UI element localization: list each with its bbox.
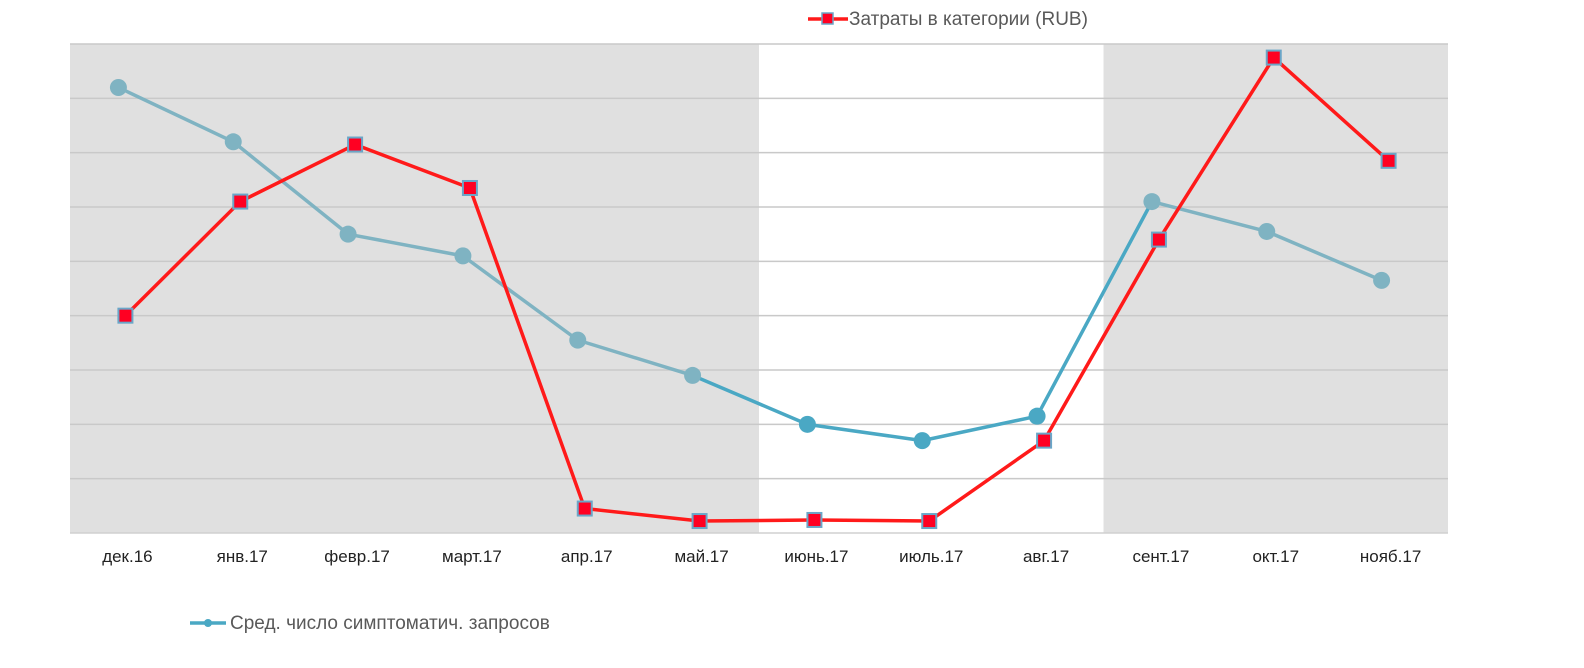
series-expenses-point[interactable] [347,136,364,153]
series-markers [109,49,1397,530]
series-queries-point[interactable] [339,225,357,243]
series-queries-segment [116,85,235,144]
series-queries-point[interactable] [569,331,587,349]
shaded-band-0 [70,44,759,533]
series-queries-segment [805,422,924,443]
series-expenses-point[interactable] [1036,432,1053,449]
x-tick-label: дек.16 [102,547,152,566]
series-queries-segment [1150,199,1269,234]
series-expenses-point[interactable] [461,179,478,196]
series-queries-point[interactable] [1143,193,1161,211]
shaded-bands [70,44,1448,533]
series-queries-point[interactable] [454,247,472,265]
series-expenses-point[interactable] [1150,231,1167,248]
x-tick-label: февр.17 [324,547,390,566]
x-tick-label: апр.17 [561,547,613,566]
series-expenses-point[interactable] [806,511,823,528]
series-queries-segment [1035,199,1154,418]
series-queries-segment [690,373,810,427]
legend-label-queries: Сред. число симптоматич. запросов [230,613,550,634]
x-tick-label: авг.17 [1023,547,1069,566]
series-expenses-line [124,55,1390,523]
shaded-band-1 [1103,44,1448,533]
series-expenses-point[interactable] [117,307,134,324]
x-tick-label: окт.17 [1252,547,1299,566]
x-tick-label: июль.17 [899,547,963,566]
series-queries-point[interactable] [1373,271,1391,289]
series-expenses-point[interactable] [921,513,938,530]
series-expenses-point[interactable] [691,513,708,530]
series-expenses-point[interactable] [232,193,249,210]
x-tick-label: янв.17 [217,547,268,566]
series-expenses-point[interactable] [1265,49,1282,66]
series-expenses-point[interactable] [1380,152,1397,169]
series-queries-segment [576,338,695,378]
legend-top[interactable]: Затраты в категории (RUB) [808,9,1088,30]
series-queries-point[interactable] [109,78,127,96]
x-tick-label: нояб.17 [1360,547,1421,566]
x-axis: дек.16 янв.17 февр.17 март.17 апр.17 май.17 ию… [102,547,1421,566]
series-queries-point[interactable] [798,415,816,433]
x-tick-label: май.17 [674,547,728,566]
gridlines [70,43,1448,534]
series-lines [116,55,1390,523]
series-queries-segment [920,414,1039,443]
series-queries-segment [1265,229,1384,283]
x-tick-label: март.17 [442,547,502,566]
legend-bottom[interactable]: Сред. число симптоматич. запросов [190,613,550,634]
series-queries-segment [231,140,350,236]
x-tick-label: июнь.17 [784,547,848,566]
series-queries-point[interactable] [684,366,702,384]
series-queries-point[interactable] [913,432,931,450]
x-tick-label: сент.17 [1132,547,1189,566]
legend-label-expenses: Затраты в категории (RUB) [849,9,1088,30]
legend-marker-square-icon [821,12,834,25]
series-queries-segment [346,232,465,258]
legend-marker-circle-icon [204,619,212,627]
series-queries-point[interactable] [224,133,242,151]
series-expenses-point[interactable] [576,500,593,517]
series-queries-point[interactable] [1258,222,1276,240]
series-queries-segment [461,254,580,342]
series-queries-point[interactable] [1028,407,1046,425]
